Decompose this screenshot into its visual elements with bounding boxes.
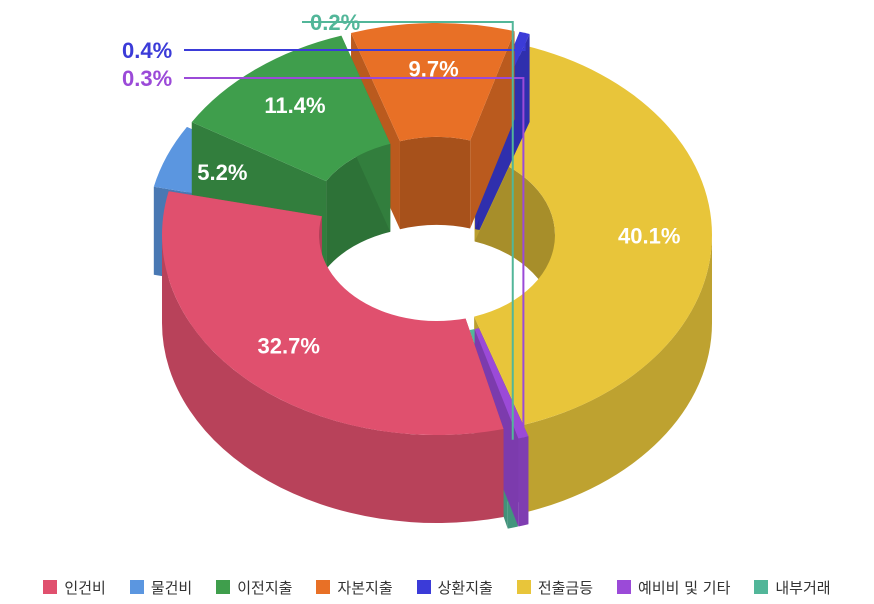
slice-label-7: 0.2%	[310, 10, 360, 35]
legend-item[interactable]: 이전지출	[216, 577, 292, 598]
slice-cut-face	[470, 31, 515, 229]
slice-top-0	[162, 191, 504, 435]
legend-label: 상환지출	[437, 578, 493, 597]
legend-swatch	[216, 580, 231, 594]
legend-item[interactable]: 예비비 및 기타	[617, 577, 730, 598]
legend-swatch	[617, 580, 632, 594]
legend-item[interactable]: 자본지출	[316, 577, 393, 598]
slice-labels: 32.7%5.2%11.4%9.7%0.4%40.1%0.3%0.2%	[122, 10, 680, 440]
legend-label: 예비비 및 기타	[638, 578, 731, 597]
slice-top-5	[474, 45, 712, 425]
legend-swatch	[416, 580, 431, 594]
slice-0	[162, 191, 504, 523]
slice-outer-wall	[523, 235, 712, 513]
legend-label: 인건비	[64, 578, 106, 597]
slice-label-4: 0.4%	[122, 38, 172, 63]
legend: 인건비 물건비 이전지출 자본지출 상환지출 전출금등 예비비 및 기타 내부거래	[0, 574, 874, 600]
slice-top-2	[191, 35, 391, 182]
slice-outer-wall	[518, 436, 529, 527]
legend-swatch	[129, 580, 144, 594]
slice-label-6: 0.3%	[122, 66, 172, 91]
legend-label: 전출금등	[537, 578, 594, 597]
legend-swatch	[754, 580, 769, 594]
legend-item[interactable]: 물건비	[129, 577, 193, 598]
legend-swatch	[316, 580, 331, 594]
slice-outer-wall	[162, 235, 504, 523]
slice-label-2: 11.4%	[264, 93, 325, 118]
legend-item[interactable]: 상환지출	[416, 577, 493, 598]
callout-line-6	[184, 77, 525, 438]
legend-item[interactable]: 내부거래	[754, 577, 831, 598]
slice-label-5: 40.1%	[618, 223, 680, 248]
legend-item[interactable]: 인건비	[43, 577, 106, 598]
slice-sides	[153, 23, 712, 529]
slice-label-0: 32.7%	[258, 333, 320, 358]
legend-label: 내부거래	[775, 578, 831, 597]
legend-label: 자본지출	[337, 578, 393, 597]
callout-line-4	[184, 32, 526, 51]
legend-label: 이전지출	[237, 578, 293, 597]
slice-top-3	[351, 23, 515, 142]
legend-item[interactable]: 전출금등	[516, 577, 594, 598]
slice-label-1: 5.2%	[197, 160, 247, 185]
legend-swatch	[516, 580, 531, 594]
slice-inner-wall	[399, 137, 471, 230]
legend-label: 물건비	[150, 578, 193, 597]
callout-line-7	[302, 21, 514, 440]
slice-top-6	[474, 328, 529, 439]
legend-swatch	[43, 580, 58, 594]
